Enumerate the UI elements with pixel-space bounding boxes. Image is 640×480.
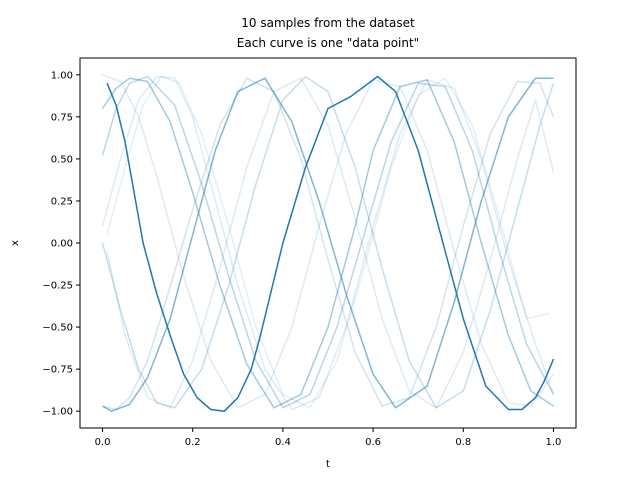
series-line-7	[101, 75, 555, 411]
y-tick-label: −0.25	[42, 281, 73, 292]
x-tick-label: 0.2	[185, 437, 201, 448]
x-tick-label: 0.8	[455, 437, 471, 448]
chart-subtitle: Each curve is one "data point"	[237, 36, 419, 50]
x-tick-label: 0.0	[95, 437, 111, 448]
series-line-1	[106, 75, 555, 412]
series-line-3	[101, 77, 554, 409]
y-tick-label: 0.25	[51, 196, 73, 207]
series-line-10	[106, 77, 555, 409]
y-axis-ticks: 1.00 0.75 0.50 0.25 0.00 −0.25 −0.50 −0.75 −1.00	[42, 70, 80, 418]
y-tick-label: −0.50	[42, 323, 73, 334]
series-line-6	[102, 77, 555, 411]
y-tick-label: 1.00	[51, 70, 73, 81]
x-axis-label: t	[326, 459, 330, 470]
series-line-9	[106, 75, 550, 409]
x-tick-label: 0.6	[365, 437, 381, 448]
y-tick-label: 0.00	[51, 239, 73, 250]
y-tick-label: −0.75	[42, 365, 73, 376]
series-line-2	[102, 77, 554, 412]
series-line-8	[102, 74, 555, 409]
x-tick-label: 0.4	[275, 437, 291, 448]
y-axis-label: x	[10, 240, 21, 246]
y-tick-label: 0.50	[51, 154, 73, 165]
x-tick-label: 1.0	[546, 437, 562, 448]
x-axis-ticks: 0.0 0.2 0.4 0.6 0.8 1.0	[95, 428, 562, 448]
chart-title: 10 samples from the dataset	[241, 16, 415, 30]
series-line-4	[101, 75, 555, 409]
plot-area	[101, 74, 555, 412]
series-line-5	[101, 75, 555, 409]
y-tick-label: −1.00	[42, 407, 73, 418]
y-tick-label: 0.75	[51, 112, 73, 123]
